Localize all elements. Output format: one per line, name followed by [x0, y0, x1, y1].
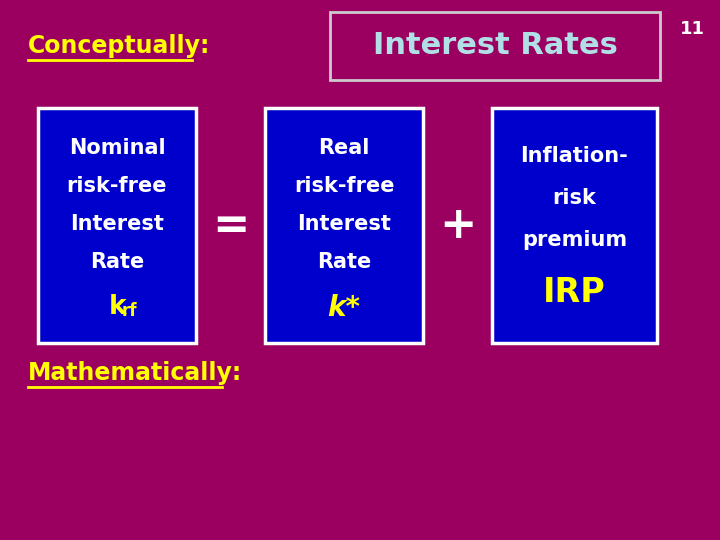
Text: risk: risk [552, 188, 596, 208]
Text: Interest Rates: Interest Rates [372, 31, 618, 60]
Text: Mathematically:: Mathematically: [28, 361, 242, 385]
Text: risk-free: risk-free [294, 176, 395, 196]
Text: Interest: Interest [70, 214, 164, 234]
FancyBboxPatch shape [492, 108, 657, 343]
Text: Real: Real [318, 138, 369, 158]
Text: Interest: Interest [297, 214, 391, 234]
Text: premium: premium [522, 230, 627, 250]
Text: =: = [212, 204, 249, 247]
FancyBboxPatch shape [38, 108, 196, 343]
Text: k*: k* [328, 294, 361, 322]
Text: +: + [438, 204, 476, 247]
Text: 11: 11 [680, 20, 705, 38]
Text: Rate: Rate [90, 252, 144, 272]
Text: Inflation-: Inflation- [521, 146, 629, 166]
FancyBboxPatch shape [330, 12, 660, 80]
Text: k: k [109, 294, 127, 320]
Text: Nominal: Nominal [68, 138, 166, 158]
Text: Conceptually:: Conceptually: [28, 34, 210, 58]
Text: rf: rf [122, 302, 138, 320]
FancyBboxPatch shape [265, 108, 423, 343]
Text: Rate: Rate [317, 252, 371, 272]
Text: risk-free: risk-free [67, 176, 167, 196]
Text: IRP: IRP [543, 276, 606, 309]
